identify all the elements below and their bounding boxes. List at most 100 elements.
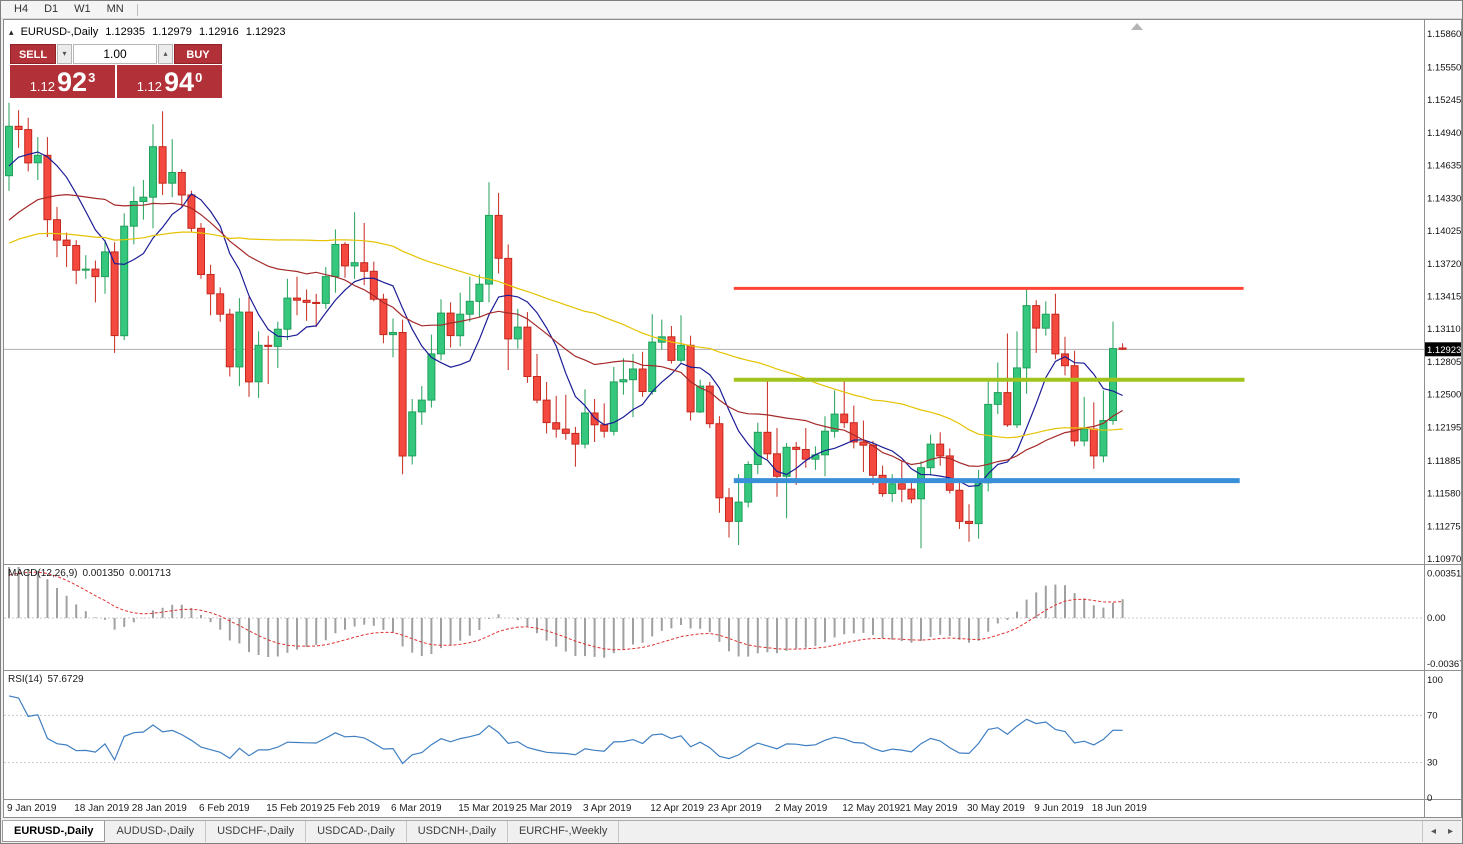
rsi-line — [8, 695, 1123, 765]
chart-shift-marker-icon — [1131, 23, 1143, 30]
svg-text:1.13110: 1.13110 — [1427, 324, 1461, 335]
svg-text:18 Jan 2019: 18 Jan 2019 — [74, 803, 129, 814]
svg-text:9 Jan 2019: 9 Jan 2019 — [7, 803, 57, 814]
svg-text:6 Mar 2019: 6 Mar 2019 — [391, 803, 442, 814]
ohlc-low: 1.12916 — [198, 26, 239, 38]
timeframe-h4-button[interactable]: H4 — [14, 3, 29, 15]
timeframe-mn-button[interactable]: MN — [106, 3, 124, 15]
buy-price-point: 0 — [195, 70, 203, 85]
timeframe-w1-button[interactable]: W1 — [74, 3, 91, 15]
candles-layer — [5, 102, 1127, 549]
svg-text:-0.00367: -0.00367 — [1427, 659, 1461, 670]
tab-usdchf-daily[interactable]: USDCHF-,Daily — [206, 821, 307, 842]
svg-text:2 May 2019: 2 May 2019 — [775, 803, 828, 814]
chart-ohlc-header: ▴ EURUSD-,Daily 1.12935 1.12979 1.12916 … — [9, 26, 290, 38]
one-click-collapse-icon[interactable]: ▴ — [9, 27, 14, 37]
price-scale: 1.15860 1.15550 1.15245 1.14940 1.14635 1.143… — [1425, 29, 1461, 565]
svg-text:1.12923: 1.12923 — [1427, 345, 1461, 356]
sell-price-prefix: 1.12 — [29, 79, 56, 94]
svg-text:18 Jun 2019: 18 Jun 2019 — [1092, 803, 1147, 814]
timeframe-toolbar: H4 D1 W1 MN — [1, 1, 1462, 19]
tab-eurusd-daily[interactable]: EURUSD-,Daily — [2, 821, 106, 842]
volume-input[interactable] — [73, 44, 157, 64]
svg-text:12 May 2019: 12 May 2019 — [842, 803, 900, 814]
svg-text:6 Feb 2019: 6 Feb 2019 — [199, 803, 250, 814]
time-scale: 9 Jan 2019 18 Jan 2019 28 Jan 2019 6 Feb 20… — [7, 803, 1147, 814]
svg-text:0.003518: 0.003518 — [1427, 569, 1461, 580]
sell-price-pips: 92 — [57, 67, 88, 97]
rsi-value: 57.6729 — [47, 674, 84, 685]
toolbar-separator — [136, 3, 138, 16]
svg-text:9 Jun 2019: 9 Jun 2019 — [1034, 803, 1084, 814]
buy-price-pips: 94 — [164, 67, 195, 97]
tabs-scroll-left-icon[interactable]: ◂ — [1430, 826, 1436, 837]
tab-eurchf-weekly[interactable]: EURCHF-,Weekly — [508, 821, 620, 842]
svg-text:12 Apr 2019: 12 Apr 2019 — [650, 803, 704, 814]
current-price-tag — [1425, 342, 1461, 357]
sell-button[interactable]: SELL — [10, 44, 56, 64]
sell-price-point: 3 — [88, 70, 96, 85]
volume-step-up-button[interactable]: ▴ — [158, 44, 173, 64]
tab-usdcnh-daily[interactable]: USDCNH-,Daily — [407, 821, 508, 842]
svg-text:28 Jan 2019: 28 Jan 2019 — [132, 803, 187, 814]
svg-text:1.13720: 1.13720 — [1427, 259, 1461, 270]
svg-text:0: 0 — [1427, 793, 1432, 804]
ohlc-close: 1.12923 — [245, 26, 286, 38]
svg-text:1.15245: 1.15245 — [1427, 95, 1461, 106]
chart-window: 1.15860 1.15550 1.15245 1.14940 1.14635 1.143… — [3, 19, 1462, 818]
macd-value-signal: 0.001713 — [129, 568, 171, 579]
ma-line-8 — [8, 151, 1123, 488]
svg-text:1.11885: 1.11885 — [1427, 456, 1461, 467]
svg-text:21 May 2019: 21 May 2019 — [900, 803, 958, 814]
svg-text:0.00: 0.00 — [1427, 613, 1446, 624]
volume-step-down-button[interactable]: ▾ — [57, 44, 72, 64]
svg-text:30 May 2019: 30 May 2019 — [967, 803, 1025, 814]
svg-text:1.15550: 1.15550 — [1427, 62, 1461, 73]
svg-text:1.14940: 1.14940 — [1427, 128, 1461, 139]
sell-price-display[interactable]: 1.12 92 3 — [10, 65, 115, 98]
svg-text:23 Apr 2019: 23 Apr 2019 — [708, 803, 762, 814]
tab-usdcad-daily[interactable]: USDCAD-,Daily — [306, 821, 407, 842]
svg-text:1.12195: 1.12195 — [1427, 423, 1461, 434]
svg-text:1.13415: 1.13415 — [1427, 292, 1461, 303]
macd-value-main: 0.001350 — [82, 568, 125, 579]
buy-price-prefix: 1.12 — [136, 79, 163, 94]
ohlc-high: 1.12979 — [152, 26, 192, 38]
svg-text:1.12500: 1.12500 — [1427, 390, 1461, 401]
buy-price-display[interactable]: 1.12 94 0 — [117, 65, 222, 98]
svg-text:1.15860: 1.15860 — [1427, 29, 1461, 40]
macd-signal-line — [8, 571, 1123, 651]
svg-text:1.14330: 1.14330 — [1427, 193, 1461, 204]
ma-line-21 — [8, 193, 1123, 467]
rsi-label: RSI(14) 57.6729 — [8, 674, 89, 685]
svg-text:100: 100 — [1427, 675, 1443, 686]
svg-text:15 Feb 2019: 15 Feb 2019 — [266, 803, 323, 814]
rsi-panel: 100 70 30 0 — [4, 675, 1443, 804]
svg-text:70: 70 — [1427, 710, 1438, 721]
timeframe-d1-button[interactable]: D1 — [44, 3, 59, 15]
macd-panel: 0.003518 0.00 -0.00367 — [4, 567, 1461, 670]
chart-canvas[interactable]: 1.15860 1.15550 1.15245 1.14940 1.14635 1.143… — [4, 20, 1461, 817]
macd-title: MACD(12,26,9) — [8, 568, 78, 579]
ma-line-50 — [8, 231, 1123, 439]
svg-text:15 Mar 2019: 15 Mar 2019 — [458, 803, 515, 814]
hlines-layer — [733, 286, 1245, 484]
macd-label: MACD(12,26,9) 0.001350 0.001713 — [8, 568, 176, 579]
svg-text:30: 30 — [1427, 758, 1438, 769]
svg-text:1.11580: 1.11580 — [1427, 489, 1461, 500]
svg-text:1.14635: 1.14635 — [1427, 161, 1461, 172]
svg-text:3 Apr 2019: 3 Apr 2019 — [583, 803, 632, 814]
tab-audusd-daily[interactable]: AUDUSD-,Daily — [105, 821, 207, 842]
svg-text:1.10970: 1.10970 — [1427, 554, 1461, 565]
svg-text:25 Feb 2019: 25 Feb 2019 — [324, 803, 381, 814]
chart-tabs-bar: EURUSD-,Daily AUDUSD-,Daily USDCHF-,Dail… — [2, 820, 1461, 842]
buy-button[interactable]: BUY — [174, 44, 222, 64]
rsi-title: RSI(14) — [8, 674, 43, 685]
tabs-scroll-right-icon[interactable]: ▸ — [1447, 826, 1453, 837]
svg-text:1.12805: 1.12805 — [1427, 357, 1461, 368]
svg-text:25 Mar 2019: 25 Mar 2019 — [516, 803, 573, 814]
ohlc-open: 1.12935 — [105, 26, 146, 38]
svg-text:1.14025: 1.14025 — [1427, 226, 1461, 237]
